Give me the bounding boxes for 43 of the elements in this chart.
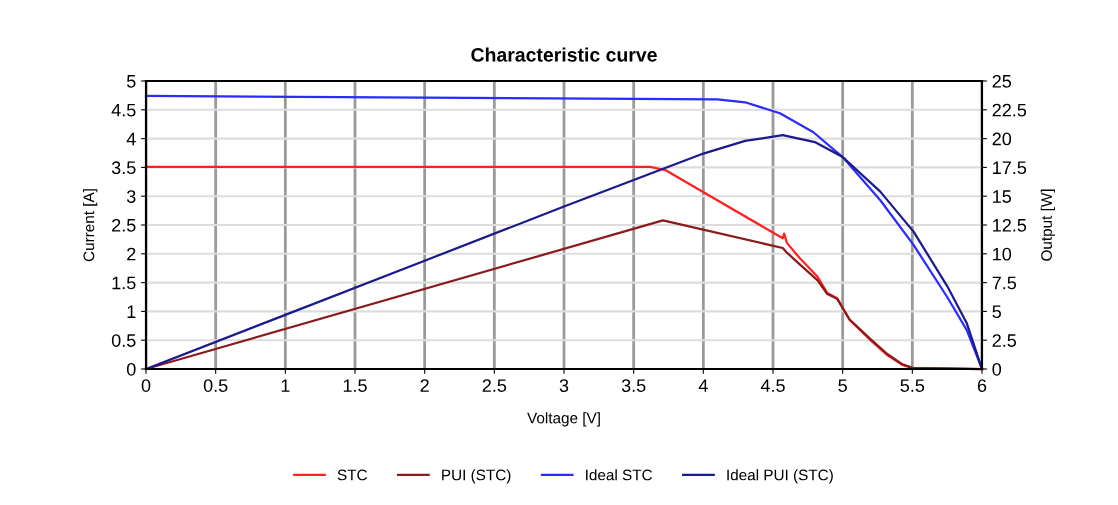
x-tick-label: 5.5 <box>900 379 925 392</box>
y-tick-label: 5 <box>126 75 136 88</box>
y-tick-label: 2.5 <box>112 218 136 232</box>
x-tick-label: 4.5 <box>760 379 785 392</box>
y2-tick-label: 5 <box>992 305 1002 319</box>
x-tick-label: 6 <box>977 379 987 392</box>
y-tick-label: 3.5 <box>111 161 136 175</box>
x-tick-label: 2 <box>420 379 429 392</box>
y-tick-label: 4.5 <box>111 103 136 117</box>
y-axis-title: Current [A] <box>83 189 98 262</box>
y-tick-label: 0 <box>126 362 136 376</box>
chart-title: Characteristic curve <box>471 47 657 62</box>
y2-tick-label: 7.5 <box>992 276 1017 290</box>
x-tick-label: 1 <box>281 379 290 392</box>
y2-tick-label: 10 <box>993 247 1012 261</box>
legend-label: STC <box>337 469 367 481</box>
y2-tick-label: 22.5 <box>992 103 1027 117</box>
legend-label: Ideal PUI (STC) <box>727 469 833 484</box>
y-tick-label: 2 <box>127 247 136 261</box>
y2-tick-label: 12.5 <box>993 218 1027 232</box>
legend-label: Ideal STC <box>586 469 653 481</box>
y-tick-label: 1 <box>127 305 136 318</box>
y2-tick-label: 15 <box>993 190 1012 203</box>
y2-tick-label: 25 <box>992 74 1012 88</box>
x-tick-label: 5 <box>838 379 847 392</box>
x-tick-label: 1.5 <box>343 379 367 392</box>
y-tick-label: 3 <box>126 190 136 203</box>
y2-tick-label: 20 <box>992 132 1012 146</box>
y2-axis-title: Output [W] <box>1040 189 1055 261</box>
y2-tick-label: 2.5 <box>992 334 1017 347</box>
x-tick-label: 3.5 <box>621 379 646 392</box>
x-axis-title: Voltage [V] <box>527 412 600 427</box>
y2-tick-label: 17.5 <box>993 161 1027 175</box>
x-tick-label: 4 <box>698 379 708 392</box>
x-tick-label: 0 <box>141 379 151 392</box>
y2-tick-label: 0 <box>992 362 1002 376</box>
x-tick-label: 0.5 <box>203 379 228 392</box>
legend-label: PUI (STC) <box>442 469 511 484</box>
x-tick-label: 2.5 <box>482 379 507 392</box>
y-tick-label: 4 <box>126 132 136 146</box>
x-tick-label: 3 <box>559 379 569 392</box>
y-tick-label: 1.5 <box>112 276 136 290</box>
y-tick-label: 0.5 <box>111 334 136 347</box>
